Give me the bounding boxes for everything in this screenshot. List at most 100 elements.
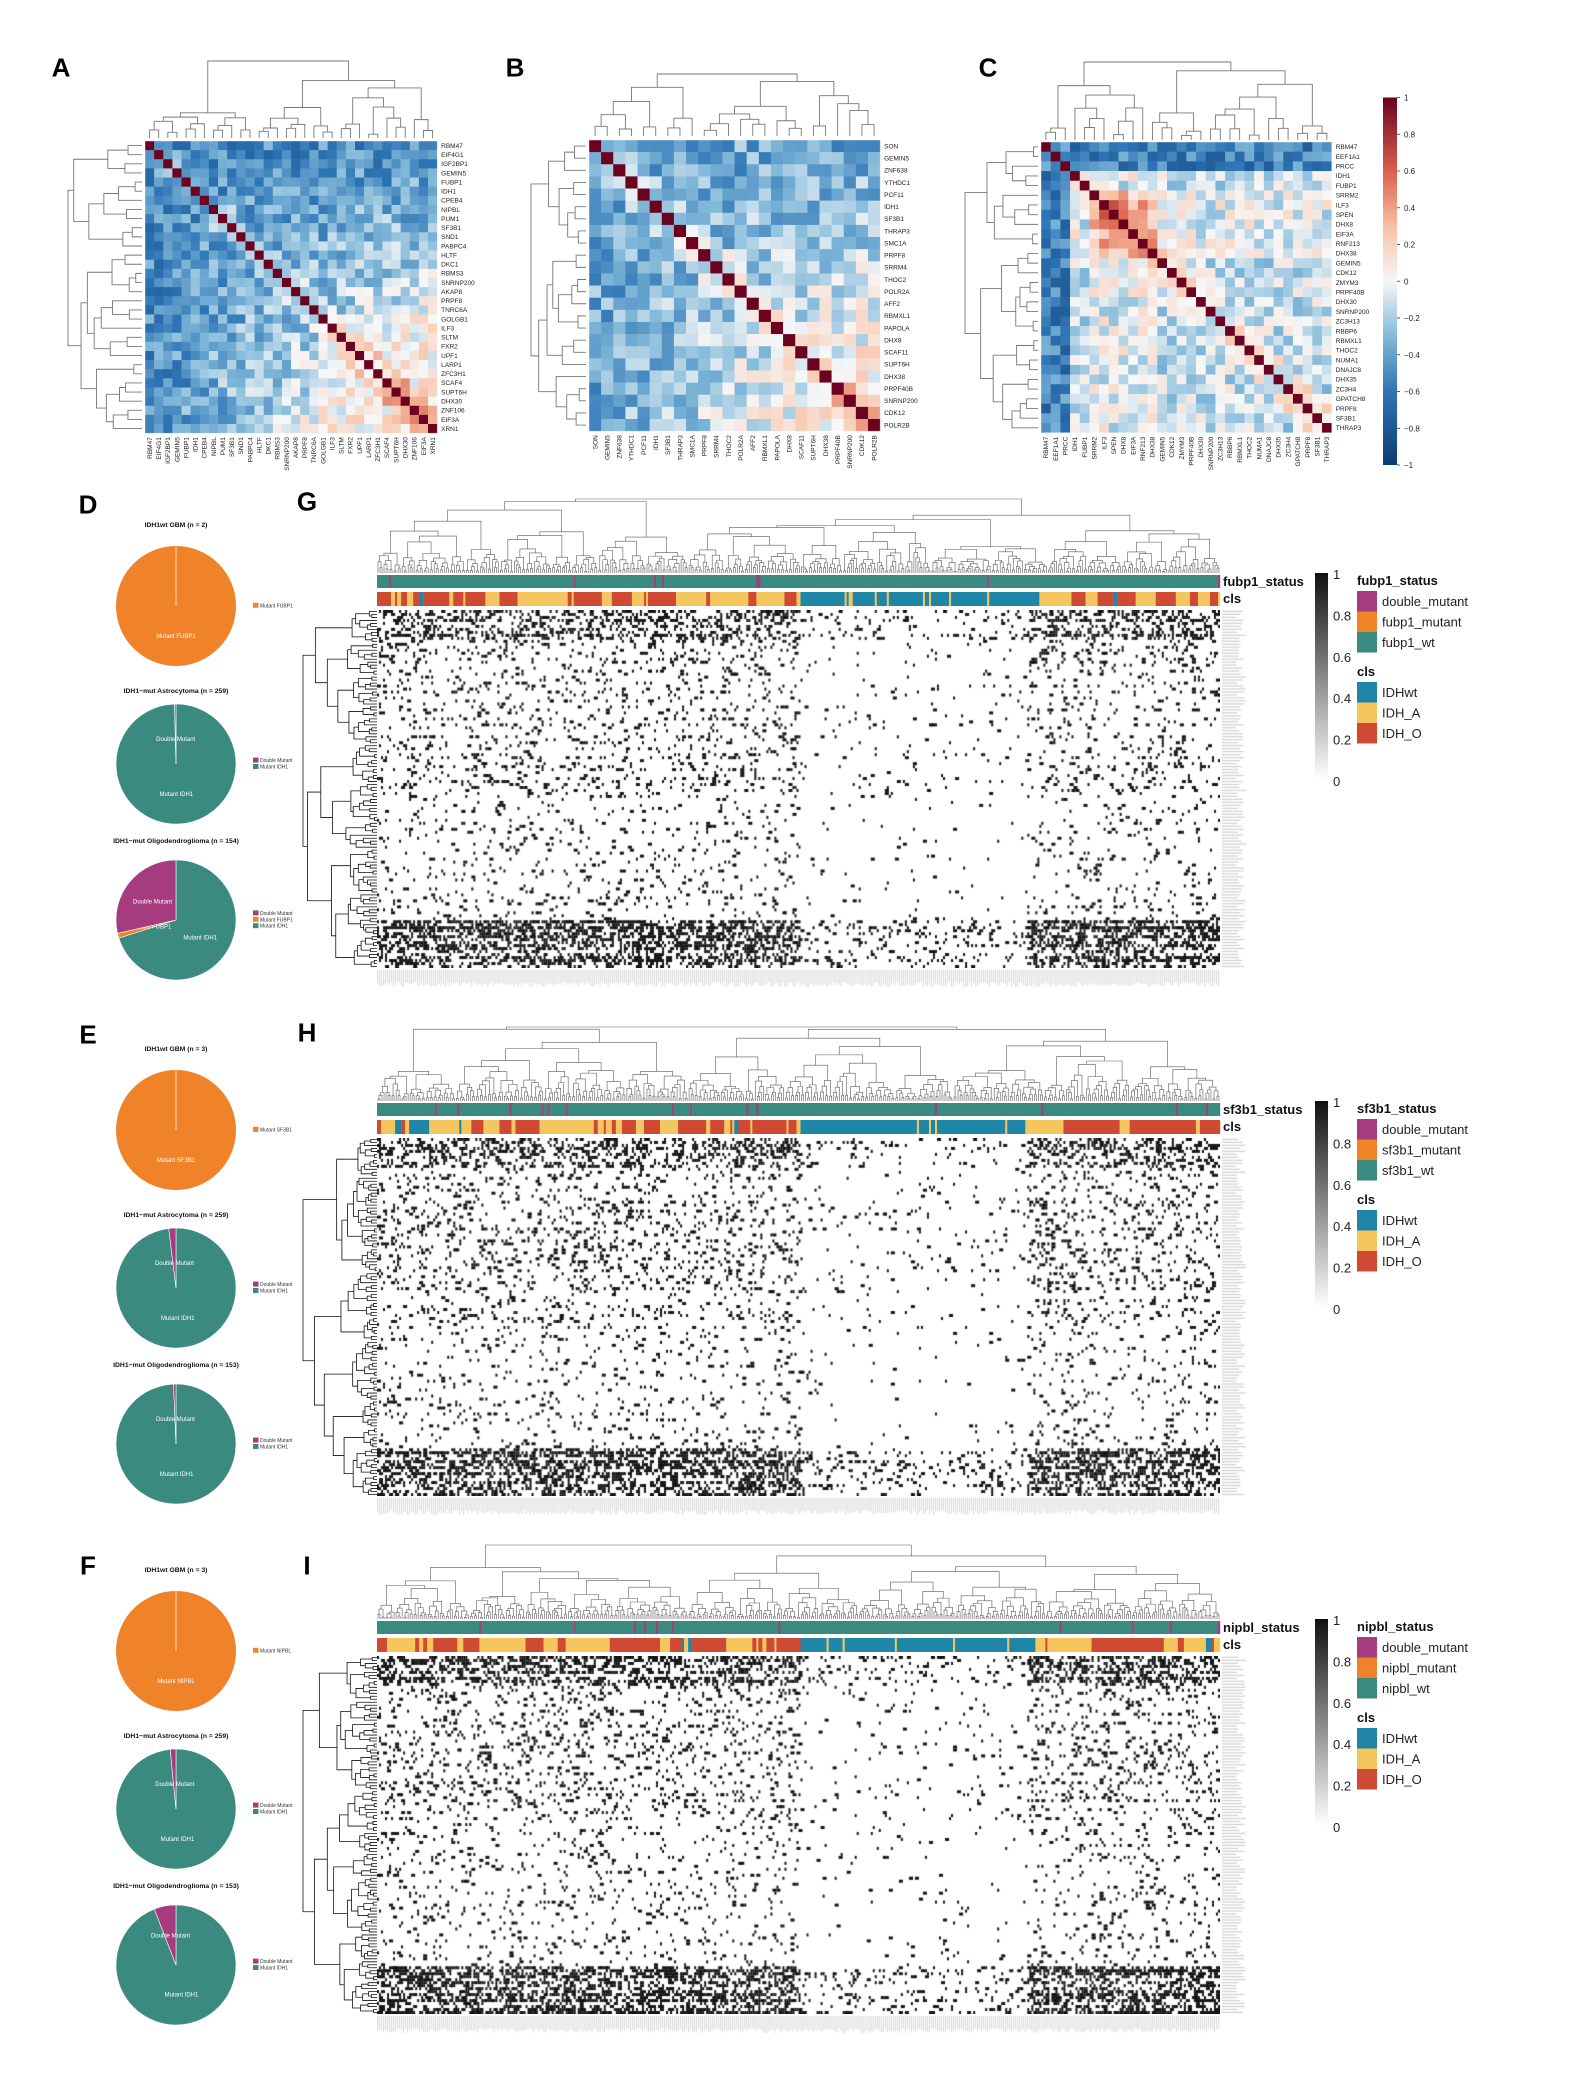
- heatmap-cell: [795, 382, 808, 396]
- colorbar-tick-label: 0.6: [1333, 1696, 1351, 1711]
- legend-swatch: [1357, 702, 1377, 723]
- heatmap-cell: [418, 141, 429, 151]
- heatmap-cell: [300, 241, 310, 251]
- heatmap-cell: [1128, 326, 1139, 337]
- heatmap-cell: [163, 296, 173, 306]
- pie-legend-swatch: [253, 764, 259, 769]
- heatmap-cell: [300, 287, 310, 297]
- heatmap-cell: [327, 396, 338, 407]
- annotation-cell: [499, 1120, 512, 1134]
- heatmap-cell: [1215, 287, 1226, 298]
- heatmap-cell: [698, 200, 711, 214]
- heatmap-border: [588, 139, 881, 432]
- heatmap-cell: [855, 152, 869, 165]
- heatmap-cell: [354, 369, 365, 379]
- heatmap-cell: [245, 396, 255, 407]
- heatmap-cell: [1244, 306, 1255, 317]
- heatmap-cell: [710, 224, 723, 238]
- heatmap-cell: [1186, 229, 1197, 240]
- heatmap-cell: [1137, 171, 1148, 182]
- annotation-cell: [784, 592, 797, 606]
- heatmap-cell: [1089, 219, 1100, 230]
- annotation-cell: [511, 1103, 542, 1116]
- heatmap-cell: [428, 360, 438, 370]
- row-label: PCF11: [884, 192, 904, 199]
- row-label: PRPF8: [884, 253, 905, 260]
- heatmap-cell: [227, 314, 237, 324]
- heatmap-cell: [1312, 335, 1323, 346]
- heatmap-cell: [770, 334, 784, 347]
- heatmap-cell: [145, 360, 155, 370]
- heatmap-cell: [867, 394, 881, 408]
- heatmap-cell: [1137, 190, 1148, 201]
- annotation-cell: [433, 1638, 458, 1652]
- heatmap-cell: [163, 350, 173, 361]
- annotation-cell: [844, 592, 847, 606]
- heatmap-cell: [1128, 161, 1139, 172]
- annotation-cell: [377, 1621, 480, 1634]
- heatmap-cell: [1128, 287, 1139, 298]
- heatmap-cell: [1215, 297, 1226, 308]
- heatmap-cell: [199, 186, 210, 197]
- heatmap-cell: [263, 223, 274, 233]
- heatmap-cell: [1050, 374, 1061, 385]
- heatmap-cell: [1137, 219, 1148, 230]
- column-label: AFF2: [750, 435, 757, 451]
- legend-swatch: [1357, 1748, 1377, 1769]
- column-label: PUM1: [220, 437, 227, 455]
- heatmap-cell: [1176, 306, 1187, 317]
- heatmap-cell: [1118, 190, 1129, 201]
- heatmap-cell: [1176, 171, 1187, 182]
- heatmap-cell: [1050, 161, 1061, 172]
- heatmap-cell: [364, 141, 374, 151]
- heatmap-cell: [354, 150, 365, 160]
- heatmap-cell: [831, 321, 845, 335]
- heatmap-cell: [227, 250, 237, 260]
- heatmap-cell: [263, 378, 274, 388]
- heatmap-cell: [1108, 200, 1119, 211]
- heatmap-cell: [391, 396, 401, 407]
- heatmap-cell: [1186, 287, 1197, 298]
- heatmap-cell: [1070, 403, 1081, 414]
- heatmap-cell: [855, 285, 869, 298]
- heatmap-cell: [867, 346, 881, 359]
- annotation-cell: [658, 1621, 673, 1634]
- pie-legend-swatch: [253, 1965, 259, 1970]
- heatmap-cell: [1108, 355, 1119, 366]
- heatmap-cell: [199, 168, 210, 178]
- heatmap-cell: [327, 268, 338, 279]
- heatmap-cell: [758, 382, 772, 396]
- heatmap-cell: [227, 214, 237, 224]
- heatmap-cell: [1060, 200, 1071, 211]
- heatmap-cell: [391, 350, 401, 361]
- heatmap-cell: [734, 334, 747, 347]
- heatmap-cell: [1108, 374, 1119, 385]
- heatmap-cell: [613, 164, 626, 177]
- row-labels: [1222, 1656, 1248, 2014]
- heatmap-cell: [163, 214, 173, 224]
- heatmap-cell: [382, 159, 392, 169]
- heatmap-cell: [1176, 248, 1187, 259]
- heatmap-cell: [1302, 190, 1313, 201]
- heatmap-cell: [254, 350, 264, 361]
- heatmap-cell: [400, 159, 411, 169]
- heatmap-cell: [855, 297, 869, 311]
- heatmap-cell: [428, 405, 438, 416]
- heatmap-cell: [855, 261, 869, 274]
- heatmap-cell: [254, 369, 264, 379]
- heatmap-cell: [336, 250, 347, 260]
- heatmap-cell: [831, 382, 845, 396]
- heatmap-cell: [345, 305, 356, 315]
- row-label: GOLGB1: [441, 316, 468, 323]
- heatmap-cell: [1254, 287, 1265, 298]
- heatmap-cell: [831, 176, 845, 189]
- heatmap-cell: [1070, 151, 1081, 162]
- heatmap-cell: [1147, 190, 1158, 201]
- heatmap-cell: [1215, 326, 1226, 337]
- heatmap-cell: [1099, 161, 1110, 172]
- clustered-heatmap-h: sf3b1_statuscls10.80.60.40.20sf3b1_statu…: [377, 1095, 1468, 1317]
- heatmap-cell: [1186, 374, 1197, 385]
- heatmap-cell: [1234, 190, 1245, 201]
- heatmap-cell: [1108, 345, 1119, 356]
